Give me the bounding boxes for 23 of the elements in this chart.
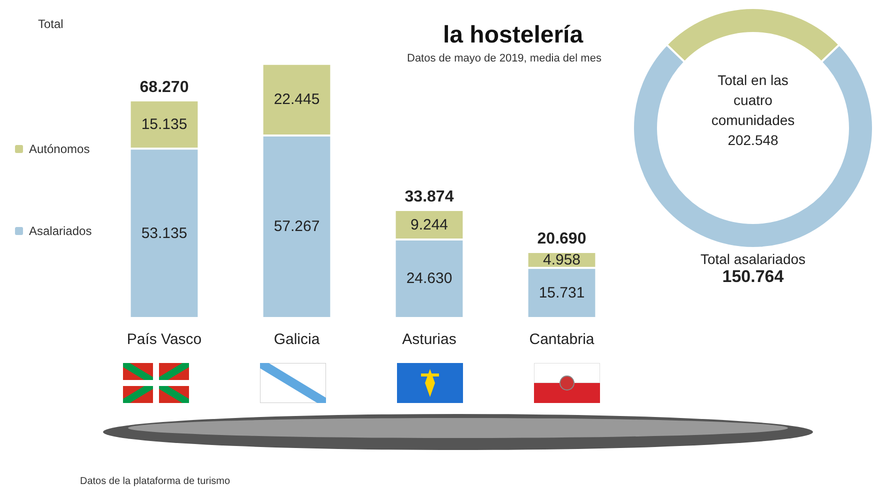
total-label: 33.874 — [404, 188, 454, 206]
x-tick-label: Asturias — [402, 331, 456, 348]
total-label: 20.690 — [537, 230, 586, 248]
data-label: 53.135 — [141, 224, 188, 242]
text: Total en las cuatro comunidades 202.548 — [711, 72, 795, 148]
data-label: 57.267 — [274, 218, 320, 236]
data-label: 15.731 — [538, 284, 585, 302]
legend-label: Asalariados — [29, 224, 92, 238]
data-label: 150.764 — [721, 267, 785, 287]
text: Datos de la plataforma de turismo — [80, 476, 230, 487]
legend-label: Autónomos — [29, 142, 90, 156]
data-label: 9.244 — [410, 216, 448, 234]
data-label: 4.958 — [542, 251, 581, 268]
data-label: 15.135 — [141, 116, 188, 134]
data-label: 24.630 — [406, 270, 452, 288]
text: Total — [38, 17, 64, 31]
chart-title: la hostelería — [443, 22, 584, 48]
x-tick-label: País Vasco — [126, 331, 202, 348]
total-label: 68.270 — [140, 78, 189, 96]
x-tick-label: Cantabria — [529, 331, 595, 348]
x-tick-label: Galicia — [274, 331, 320, 348]
data-label: 22.445 — [274, 91, 320, 108]
chart-subtitle: Datos de mayo de 2019, media del mes — [407, 52, 602, 64]
